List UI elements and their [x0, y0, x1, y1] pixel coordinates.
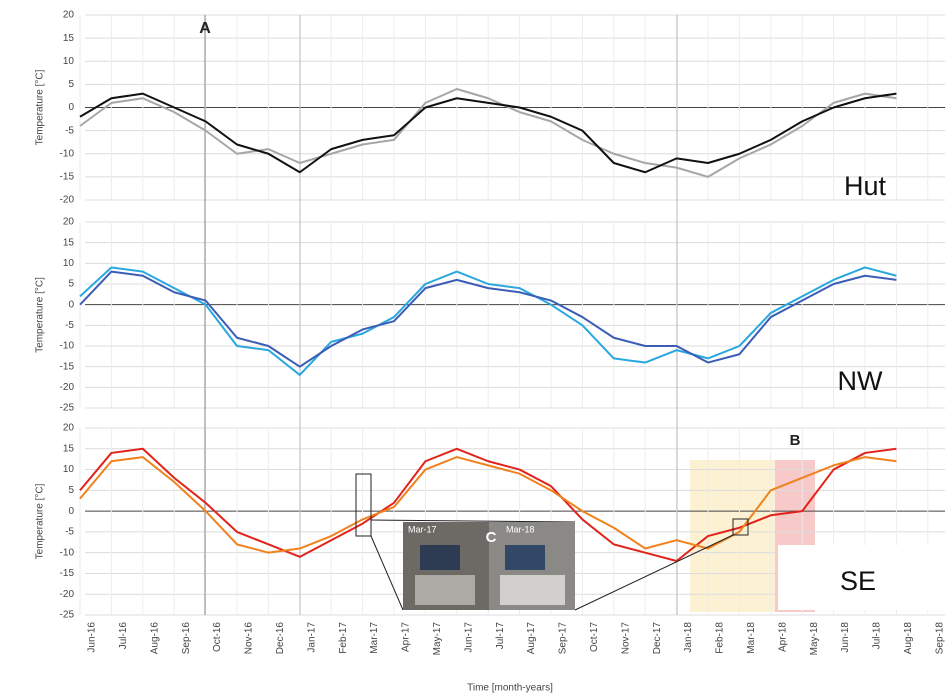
- y-tick-label: 5: [68, 79, 74, 90]
- x-tick-label: Jan-18: [683, 622, 694, 653]
- x-tick-label: Nov-17: [620, 622, 631, 655]
- photo-detail: [500, 575, 565, 605]
- y-tick-label: -15: [60, 172, 75, 183]
- y-tick-label: -20: [60, 195, 75, 206]
- x-tick-label: Jan-17: [306, 622, 317, 653]
- x-tick-label: Aug-16: [149, 622, 160, 655]
- annotation: C: [486, 529, 497, 546]
- y-tick-label: -15: [60, 568, 75, 579]
- zoom-line: [574, 534, 734, 611]
- y-tick-label: -10: [60, 341, 75, 352]
- y-tick-label: 10: [63, 258, 75, 269]
- series-line: [79, 92, 897, 174]
- y-axis-label: Temperature [°C]: [35, 483, 46, 559]
- x-tick-label: Sep-18: [934, 622, 945, 655]
- photo-detail: [415, 575, 475, 605]
- x-tick-label: Sep-16: [181, 622, 192, 655]
- x-tick-label: Nov-16: [244, 622, 255, 655]
- overlay: Hut A NW SE B C Mar-17 Mar-18: [199, 20, 945, 611]
- x-tick-label: Jun-17: [463, 622, 474, 653]
- y-tick-label: 0: [68, 299, 74, 310]
- x-tick-label: Aug-18: [903, 622, 914, 655]
- y-tick-label: 5: [68, 279, 74, 290]
- x-tick-label: Aug-17: [526, 622, 537, 655]
- y-tick-label: -25: [60, 610, 75, 621]
- y-tick-label: -15: [60, 361, 75, 372]
- x-tick-label: Jul-18: [872, 622, 883, 650]
- x-tick-label: Dec-17: [652, 622, 663, 655]
- y-tick-label: 15: [63, 443, 75, 454]
- x-tick-label: Feb-17: [338, 622, 349, 654]
- x-tick-label: Mar-18: [746, 622, 757, 654]
- y-axis-label: Temperature [°C]: [35, 277, 46, 353]
- x-axis-label: Time [month-years]: [467, 683, 553, 694]
- x-tick-label: May-18: [809, 622, 820, 656]
- x-tick-label: May-17: [432, 622, 443, 656]
- y-tick-label: 0: [68, 506, 74, 517]
- y-tick-label: -20: [60, 589, 75, 600]
- x-tick-label: Feb-18: [715, 622, 726, 654]
- panel-label: SE: [840, 566, 876, 596]
- lines: [79, 88, 897, 562]
- y-tick-label: 20: [63, 423, 75, 434]
- y-tick-label: 15: [63, 33, 75, 44]
- panel-label: Hut: [844, 171, 887, 201]
- y-tick-label: -10: [60, 148, 75, 159]
- y-tick-label: -5: [65, 320, 74, 331]
- y-tick-label: 20: [63, 217, 75, 228]
- y-tick-label: -20: [60, 382, 75, 393]
- y-tick-label: 5: [68, 485, 74, 496]
- annotation: Mar-18: [506, 524, 535, 534]
- x-tick-label: Sep-17: [558, 622, 569, 655]
- x-tick-label: Jun-18: [840, 622, 851, 653]
- annotation: B: [790, 432, 801, 449]
- panel-label: NW: [838, 366, 883, 396]
- zoom-box: [355, 473, 372, 537]
- label-box: [778, 545, 945, 610]
- x-tick-label: Jun-16: [87, 622, 98, 653]
- y-tick-label: 20: [63, 10, 75, 21]
- zoom-line: [370, 519, 576, 523]
- x-tick-label: Apr-18: [777, 622, 788, 652]
- y-tick-label: -10: [60, 547, 75, 558]
- x-tick-label: Oct-17: [589, 622, 600, 652]
- photo-detail: [420, 545, 460, 570]
- photo-detail: [505, 545, 545, 570]
- y-tick-label: 15: [63, 237, 75, 248]
- y-tick-label: -5: [65, 125, 74, 136]
- zoom-line: [370, 535, 404, 611]
- y-tick-label: 10: [63, 56, 75, 67]
- grid: -20 -15 -10 -5 0 5 10 15 20 Temperature [°C] -25 -2…: [35, 10, 946, 694]
- zoom-box: [732, 518, 749, 536]
- series-line: [79, 456, 897, 554]
- series-line: [79, 447, 897, 562]
- y-tick-label: -5: [65, 527, 74, 538]
- y-tick-label: 0: [68, 102, 74, 113]
- x-tick-label: Jul-17: [495, 622, 506, 650]
- annotation: Mar-17: [408, 524, 437, 534]
- x-tick-label: Jul-16: [118, 622, 129, 650]
- x-tick-label: Oct-16: [212, 622, 223, 652]
- series-line: [79, 270, 897, 368]
- series-line: [79, 88, 897, 178]
- y-axis-label: Temperature [°C]: [35, 69, 46, 145]
- annotation: A: [199, 20, 211, 37]
- x-tick-label: Mar-17: [369, 622, 380, 654]
- y-tick-label: 10: [63, 464, 75, 475]
- y-tick-label: -25: [60, 403, 75, 414]
- x-tick-label: Apr-17: [401, 622, 412, 652]
- event-lines: [204, 15, 678, 615]
- x-tick-label: Dec-16: [275, 622, 286, 655]
- series-line: [79, 266, 897, 376]
